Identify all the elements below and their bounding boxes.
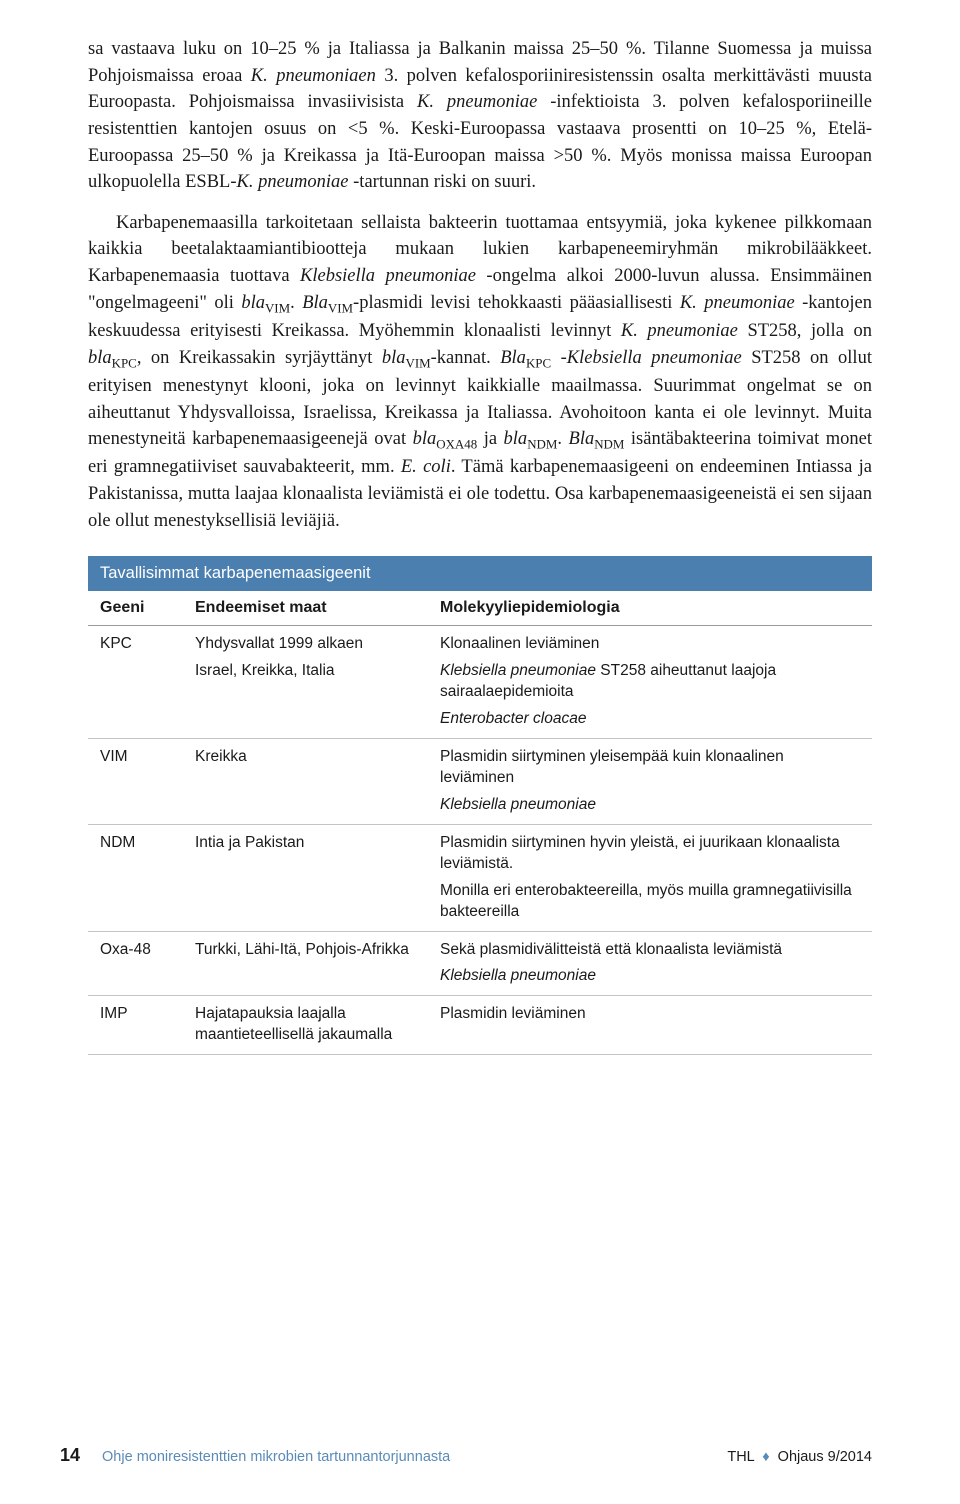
publisher: THL (727, 1449, 754, 1465)
species-name: Klebsiella pneumoniae (567, 348, 742, 368)
species-name: Enterobacter cloacae (440, 709, 860, 730)
body-paragraph-2: Karbapenemaasilla tarkoitetaan sellaista… (88, 210, 872, 535)
footer-right: THL ♦ Ohjaus 9/2014 (727, 1449, 872, 1465)
text: -kannat. (431, 348, 501, 368)
species-name: K. pneumoniae (680, 293, 795, 313)
text: Plasmidin siirtyminen hyvin yleistä, ei … (440, 833, 860, 875)
cell-countries: Hajatapauksia laajalla maantieteellisell… (183, 996, 428, 1055)
cell-gene: Oxa-48 (88, 931, 183, 996)
cell-countries: Intia ja Pakistan (183, 824, 428, 931)
diamond-icon: ♦ (762, 1449, 769, 1465)
species-name: Klebsiella pneumoniae (440, 662, 596, 679)
table-row: Oxa-48 Turkki, Lähi-Itä, Pohjois-Afrikka… (88, 931, 872, 996)
cell-gene: IMP (88, 996, 183, 1055)
table-row: IMP Hajatapauksia laajalla maantieteelli… (88, 996, 872, 1055)
subscript: VIM (405, 355, 430, 370)
cell-epidemiology: Plasmidin leviäminen (428, 996, 872, 1055)
body-paragraph-1: sa vastaava luku on 10–25 % ja Italiassa… (88, 36, 872, 196)
text: ST258, jolla on (738, 321, 872, 341)
footer-title: Ohje moniresistenttien mikrobien tartunn… (102, 1449, 450, 1465)
table-row: NDM Intia ja Pakistan Plasmidin siirtymi… (88, 824, 872, 931)
text: Klonaalinen leviäminen (440, 634, 860, 655)
subscript: OXA48 (436, 437, 477, 452)
species-name: K. pneumoniae (237, 172, 349, 192)
subscript: VIM (265, 300, 290, 315)
table-row: KPC Yhdysvallat 1999 alkaen Israel, Krei… (88, 626, 872, 739)
gene-name: Bla (500, 348, 526, 368)
text: Sekä plasmidivälitteistä että klonaalist… (440, 940, 860, 961)
species-name: Klebsiella pneumoniae (300, 266, 476, 286)
text: Yhdysvallat 1999 alkaen (195, 634, 416, 655)
th-countries: Endeemiset maat (183, 591, 428, 626)
gene-name: bla (241, 293, 265, 313)
table-title: Tavallisimmat karbapenemaasigeenit (88, 556, 872, 591)
subscript: KPC (112, 355, 137, 370)
text: -plasmidi levisi tehokkaasti pääasiallis… (353, 293, 680, 313)
cell-gene: KPC (88, 626, 183, 739)
th-gene: Geeni (88, 591, 183, 626)
text: Plasmidin siirtyminen yleisempää kuin kl… (440, 747, 860, 789)
cell-epidemiology: Sekä plasmidivälitteistä että klonaalist… (428, 931, 872, 996)
text: Plasmidin leviäminen (440, 1004, 860, 1025)
species-name: K. pneumoniae (417, 92, 537, 112)
text: Monilla eri enterobakteereilla, myös mui… (440, 881, 860, 923)
text: . (290, 293, 302, 313)
table-row: VIM Kreikka Plasmidin siirtyminen yleise… (88, 739, 872, 825)
species-name: E. coli (401, 457, 451, 477)
text: -tartunnan riski on suuri. (349, 172, 537, 192)
text: , on Kreikassakin syrjäyttänyt (137, 348, 382, 368)
th-epidemiology: Molekyyliepidemiologia (428, 591, 872, 626)
cell-epidemiology: Plasmidin siirtyminen hyvin yleistä, ei … (428, 824, 872, 931)
gene-name: bla (413, 429, 437, 449)
gene-name: bla (88, 348, 112, 368)
publication-id: Ohjaus 9/2014 (778, 1449, 872, 1465)
page-number: 14 (60, 1445, 80, 1466)
species-name: K. pneumoniaen (251, 66, 376, 86)
gene-name: Bla (302, 293, 328, 313)
cell-epidemiology: Klonaalinen leviäminen Klebsiella pneumo… (428, 626, 872, 739)
cell-countries: Yhdysvallat 1999 alkaen Israel, Kreikka,… (183, 626, 428, 739)
cell-countries: Kreikka (183, 739, 428, 825)
table-header-row: Geeni Endeemiset maat Molekyyliepidemiol… (88, 591, 872, 626)
subscript: KPC (526, 355, 551, 370)
cell-countries: Turkki, Lähi-Itä, Pohjois-Afrikka (183, 931, 428, 996)
species-name: K. pneumoniae (621, 321, 738, 341)
gene-name: bla (504, 429, 528, 449)
gene-table: Tavallisimmat karbapenemaasigeenit Geeni… (88, 556, 872, 1055)
cell-gene: NDM (88, 824, 183, 931)
subscript: NDM (527, 437, 557, 452)
cell-epidemiology: Plasmidin siirtyminen yleisempää kuin kl… (428, 739, 872, 825)
subscript: VIM (328, 300, 353, 315)
subscript: NDM (594, 437, 624, 452)
text: - (551, 348, 567, 368)
page-footer: 14 Ohje moniresistenttien mikrobien tart… (0, 1445, 960, 1466)
species-name: Klebsiella pneumoniae (440, 966, 860, 987)
text: Israel, Kreikka, Italia (195, 661, 416, 682)
gene-name: bla (382, 348, 406, 368)
species-name: Klebsiella pneumoniae (440, 795, 860, 816)
cell-gene: VIM (88, 739, 183, 825)
text: ja (477, 429, 503, 449)
gene-name: Bla (569, 429, 595, 449)
text: . (557, 429, 568, 449)
